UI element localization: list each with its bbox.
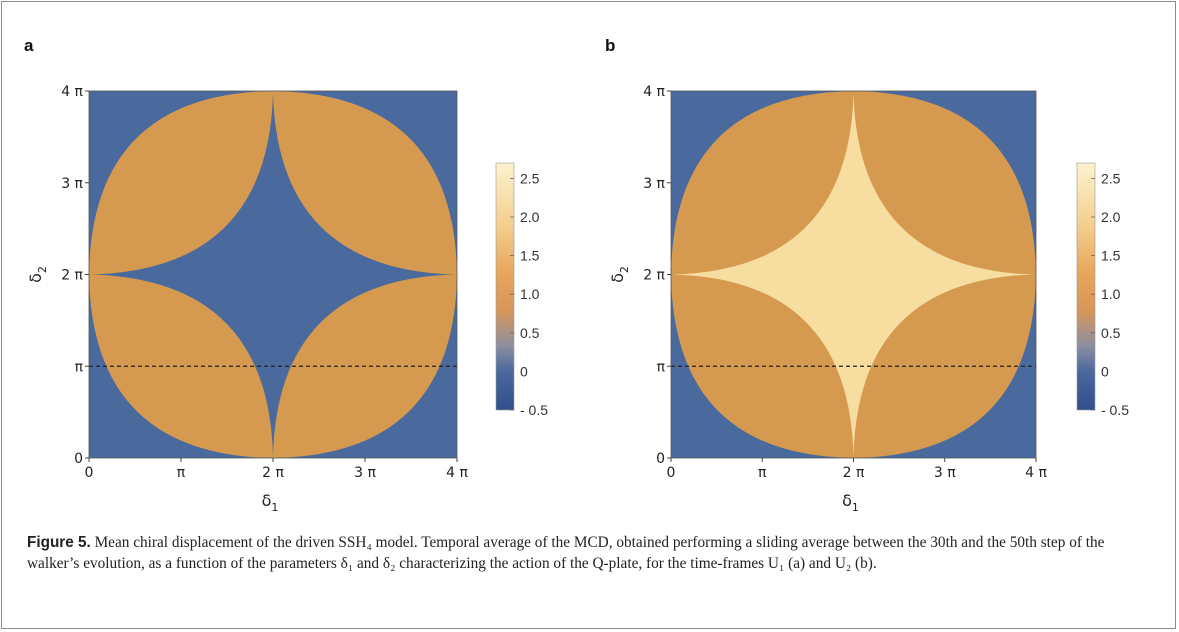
- panel-label: b: [605, 36, 615, 55]
- colorbar-tick-label: 2.5: [1101, 170, 1121, 186]
- heatmap-panel-a: a 0 π 2 π 3 π 4 π 0 π 2 π 3 π 4 π δ1 δ2 2.5 2.0 1.5 1.0 0…: [24, 36, 548, 514]
- x-tick-label: 2 π: [843, 465, 865, 481]
- colorbar-tick-label: 0.5: [520, 325, 540, 341]
- y-axis-title-group: δ2: [608, 266, 631, 283]
- colorbar-tick-label: - 0.5: [1101, 402, 1129, 418]
- colorbar: [1076, 162, 1096, 411]
- colorbar-tick-label: 2.0: [1101, 209, 1121, 225]
- y-tick-label: π: [75, 359, 84, 375]
- x-tick-label: π: [177, 465, 186, 481]
- y-tick-label: 4 π: [643, 84, 665, 100]
- y-tick-label: 2 π: [61, 268, 83, 284]
- y-axis-title: δ2: [26, 266, 49, 283]
- x-tick-label: 0: [667, 465, 676, 481]
- x-axis-title: δ1: [842, 491, 859, 514]
- caption-text: Mean chiral displacement of the driven S…: [27, 534, 1105, 572]
- x-axis-title: δ1: [262, 491, 279, 514]
- y-tick-label: π: [657, 359, 666, 375]
- colorbar: [495, 162, 515, 411]
- y-axis-title-group: δ2: [26, 266, 49, 283]
- y-tick-label: 4 π: [61, 84, 83, 100]
- colorbar-tick-label: 1.5: [520, 248, 540, 264]
- x-tick-label: 0: [85, 465, 94, 481]
- figure-caption: Figure 5. Mean chiral displacement of th…: [27, 532, 1152, 574]
- y-axis-title: δ2: [608, 266, 631, 283]
- y-axis-title-subscript: 2: [618, 266, 631, 273]
- colorbar-tick-label: 2.0: [520, 209, 540, 225]
- y-axis-title-subscript: 2: [36, 266, 49, 273]
- y-tick-label: 0: [74, 451, 83, 467]
- colorbar-tick-label: 1.0: [520, 286, 540, 302]
- caption-label: Figure 5.: [27, 534, 91, 551]
- x-tick-label: 4 π: [446, 465, 468, 481]
- x-tick-label: 3 π: [934, 465, 956, 481]
- x-axis-title-subscript: 1: [271, 501, 278, 514]
- heatmap-panel-b: b 0 π 2 π 3 π 4 π 0 π 2 π 3 π 4 π δ1 δ2 2.5 2.0 1.5 1.0 0…: [605, 36, 1129, 514]
- colorbar-tick-label: 2.5: [520, 170, 540, 186]
- center-star-region: [672, 92, 1035, 457]
- colorbar-tick-label: - 0.5: [520, 402, 548, 418]
- colorbar-tick-label: 0: [1101, 363, 1109, 379]
- colorbar-tick-label: 1.5: [1101, 248, 1121, 264]
- colorbar-tick-label: 0: [520, 363, 528, 379]
- x-axis-title-subscript: 1: [852, 501, 859, 514]
- colorbar-tick-label: 0.5: [1101, 325, 1121, 341]
- colorbar-tick-label: 1.0: [1101, 286, 1121, 302]
- y-tick-label: 3 π: [61, 176, 83, 192]
- x-tick-label: π: [758, 465, 767, 481]
- y-tick-label: 0: [656, 451, 665, 467]
- x-tick-label: 4 π: [1025, 465, 1047, 481]
- center-star-region: [90, 92, 456, 457]
- y-tick-label: 3 π: [643, 176, 665, 192]
- x-tick-label: 2 π: [262, 465, 284, 481]
- x-tick-label: 3 π: [354, 465, 376, 481]
- y-tick-label: 2 π: [643, 268, 665, 284]
- panel-label: a: [24, 36, 34, 55]
